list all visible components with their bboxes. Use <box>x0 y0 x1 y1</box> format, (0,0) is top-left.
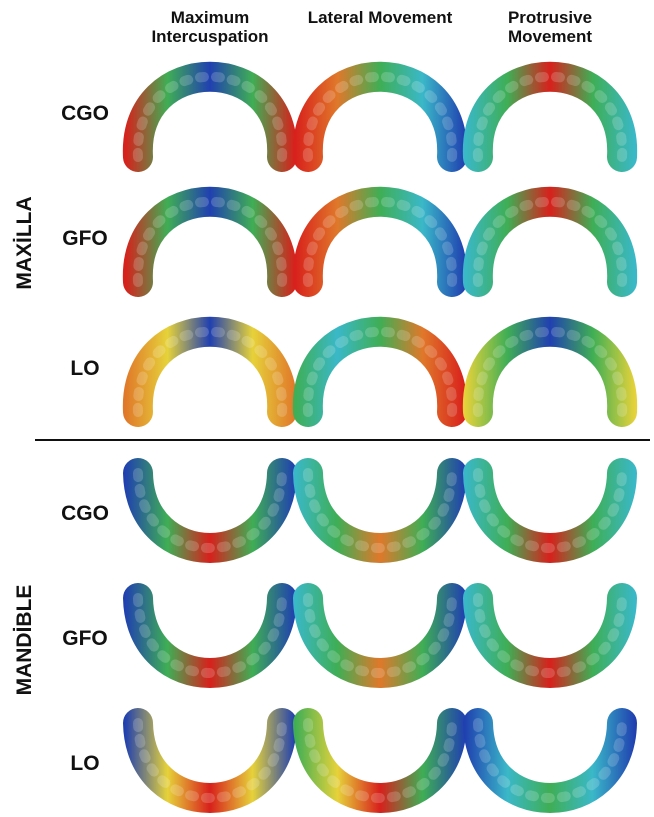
arch-highlight <box>302 326 458 417</box>
arch-highlight <box>303 593 457 678</box>
arch-highlight <box>303 468 457 553</box>
arch-highlight <box>302 71 458 162</box>
dental-arch <box>122 316 298 427</box>
arch-highlight <box>132 71 288 162</box>
dental-arch <box>462 186 638 297</box>
dental-arch <box>462 61 638 172</box>
row-label: CGO <box>61 502 109 525</box>
dental-arch <box>293 708 467 813</box>
dental-arch <box>293 583 467 688</box>
row-label: LO <box>70 752 100 775</box>
arch-highlight <box>132 326 288 417</box>
dental-arch <box>123 583 297 688</box>
dental-arch <box>123 458 297 563</box>
dental-arch <box>462 316 638 427</box>
arch-highlight <box>473 593 627 678</box>
arch-highlight <box>133 718 287 803</box>
dental-arch <box>292 186 468 297</box>
arch-highlight <box>133 468 287 553</box>
row-label: CGO <box>61 102 109 125</box>
column-header: Lateral Movement <box>307 8 453 27</box>
arch-highlight <box>473 718 627 803</box>
dental-arch <box>463 458 637 563</box>
dental-arch <box>122 61 298 172</box>
dental-arch <box>463 583 637 688</box>
arch-highlight <box>133 593 287 678</box>
arch-highlight <box>303 718 457 803</box>
dental-arch <box>122 186 298 297</box>
section-label: MANDİBLE <box>13 584 36 696</box>
arch-highlight <box>132 196 288 287</box>
row-label: GFO <box>62 227 108 250</box>
arch-highlight <box>472 326 628 417</box>
row-label: GFO <box>62 627 108 650</box>
dental-arch <box>292 316 468 427</box>
dental-arch <box>463 708 637 813</box>
arch-highlight <box>472 71 628 162</box>
arch-highlight <box>302 196 458 287</box>
dental-arch <box>293 458 467 563</box>
column-header: Protrusive Movement <box>507 8 593 46</box>
dental-arch <box>123 708 297 813</box>
dental-arch <box>292 61 468 172</box>
row-label: LO <box>70 357 100 380</box>
arch-highlight <box>472 196 628 287</box>
section-label: MAXİLLA <box>13 195 36 290</box>
column-header: Maximum Intercuspation <box>151 8 269 46</box>
arch-highlight <box>473 468 627 553</box>
